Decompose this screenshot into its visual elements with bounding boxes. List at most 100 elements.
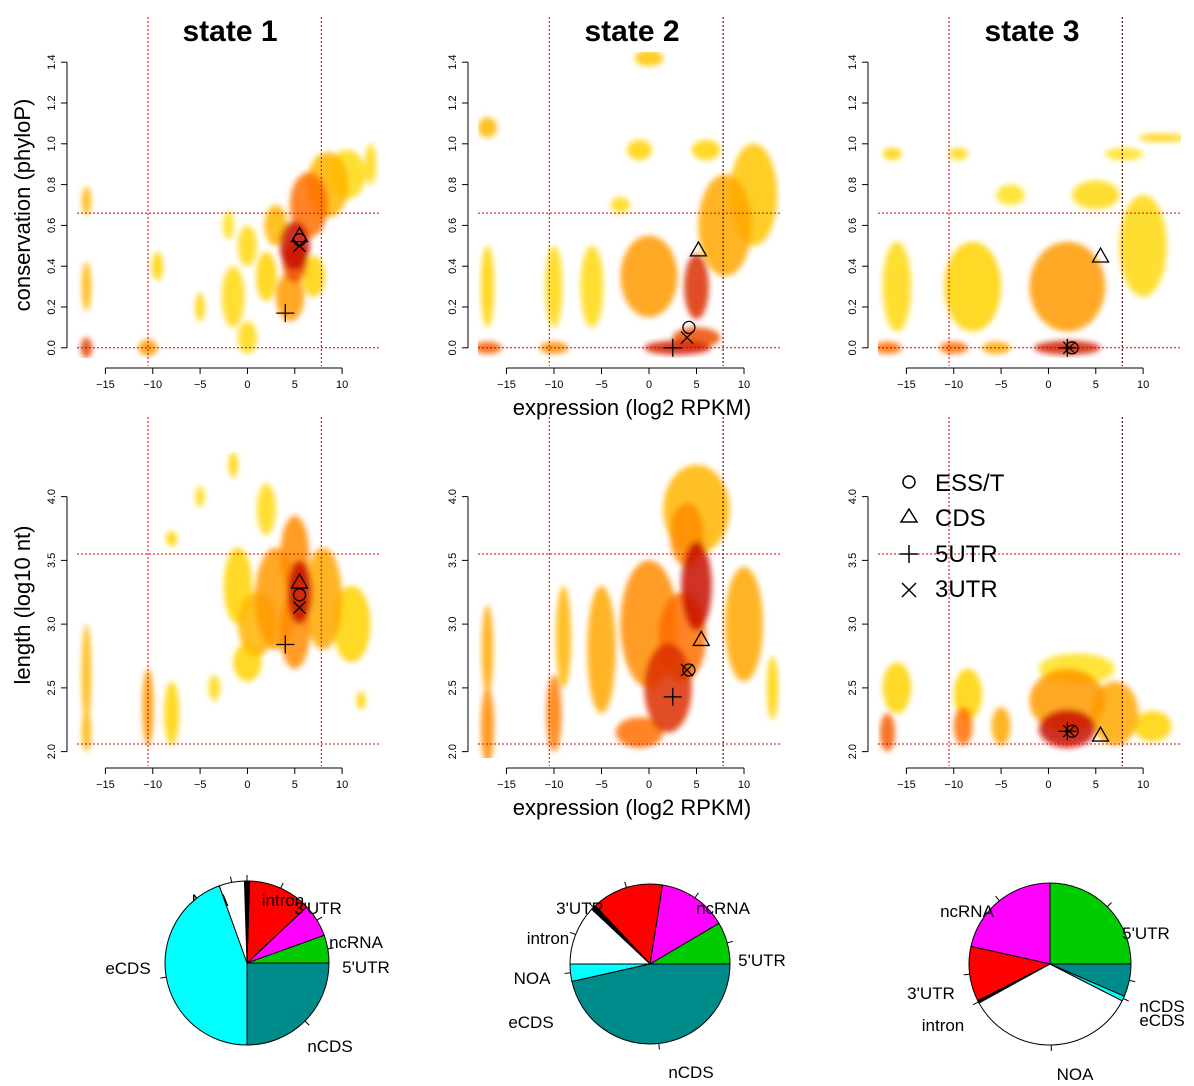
x-tick-label: 10 xyxy=(738,379,750,391)
pie-slice xyxy=(246,962,330,1046)
density-cell xyxy=(725,566,763,682)
legend-label-3utr: 3UTR xyxy=(935,576,998,603)
y-tick-label: 3.0 xyxy=(46,616,58,631)
y-tick-label: 0.2 xyxy=(447,299,459,314)
y-tick-label: 1.4 xyxy=(847,55,859,70)
median-marker-cds xyxy=(692,630,711,647)
density-cell xyxy=(545,245,563,328)
y-tick-label: 2.5 xyxy=(447,680,459,695)
x-tick-label: −10 xyxy=(944,779,963,791)
density-cell xyxy=(681,541,712,631)
density-cell xyxy=(166,531,178,547)
density-cell xyxy=(996,184,1025,205)
density-cell xyxy=(615,717,664,748)
y-axis-label-row-2: length (log10 nt) xyxy=(10,526,35,685)
density-cell xyxy=(882,241,912,332)
density-cell xyxy=(332,585,371,663)
density-cell xyxy=(221,266,245,328)
density-cell xyxy=(151,251,164,281)
density-cell xyxy=(228,452,238,478)
median-marker-3utr xyxy=(293,239,306,253)
density-cell xyxy=(611,196,630,214)
median-marker-cds xyxy=(1091,246,1110,263)
pie-leader-line xyxy=(1129,979,1136,983)
legend-symbol-plus xyxy=(900,545,918,563)
median-marker-5utr xyxy=(663,687,682,706)
density-layer xyxy=(478,52,778,355)
x-axis-label-row-1: expression (log2 RPKM) xyxy=(513,395,751,420)
pie-leader-line xyxy=(1123,998,1129,1002)
pie-slice xyxy=(649,884,720,965)
heatmap-panel: −15 −10 −5 0 5 10 0.0 0.2 0.4 0.6 0.8 1.0 1.2 1.4 xyxy=(847,17,1181,391)
density-cell xyxy=(481,605,494,695)
pie-slice xyxy=(978,963,1123,1046)
density-cell xyxy=(304,547,343,650)
x-tick-label: 5 xyxy=(693,379,699,391)
y-tick-label: 0.4 xyxy=(46,259,58,274)
pie-label: eCDS xyxy=(1139,1011,1184,1030)
x-tick-label: −10 xyxy=(545,379,564,391)
legend-label-ess: ESS/T xyxy=(935,470,1005,497)
y-tick-label: 0.6 xyxy=(847,218,859,233)
pie-label: ncRNA xyxy=(940,902,995,921)
y-tick-label: 4.0 xyxy=(46,489,58,504)
pie-label: 3'UTR xyxy=(907,984,955,1003)
y-tick-label: 0.2 xyxy=(847,299,859,314)
density-cell xyxy=(882,147,902,161)
y-tick-label: 4.0 xyxy=(447,489,459,504)
density-cell xyxy=(478,341,502,354)
x-tick-label: −10 xyxy=(143,779,162,791)
pie-label: eCDS xyxy=(105,959,150,978)
pie-leader-line xyxy=(280,882,284,889)
density-cell xyxy=(275,272,305,322)
pie-label: intron xyxy=(262,891,305,910)
x-tick-label: −15 xyxy=(96,379,115,391)
density-cell xyxy=(627,139,652,161)
median-marker-cds xyxy=(290,226,309,243)
pie-slice xyxy=(246,880,308,965)
pie-label: nCDS xyxy=(668,1063,713,1082)
y-tick-label: 1.0 xyxy=(847,136,859,151)
legend-symbol-triangle xyxy=(899,507,919,523)
pie-label: NOA xyxy=(514,969,552,988)
median-marker-3utr xyxy=(1062,724,1076,738)
density-cell xyxy=(698,174,752,277)
y-tick-label: 1.2 xyxy=(46,95,58,110)
y-tick-label: 2.5 xyxy=(46,680,58,695)
x-tick-label: 0 xyxy=(244,779,250,791)
density-cell xyxy=(949,147,968,161)
y-tick-label: 0.4 xyxy=(847,259,859,274)
density-cell xyxy=(644,643,692,733)
median-marker-cds xyxy=(1091,725,1110,742)
density-cell xyxy=(691,139,721,161)
y-tick-label: 0.4 xyxy=(447,259,459,274)
x-tick-label: −15 xyxy=(897,379,916,391)
y-tick-label: 3.0 xyxy=(847,616,859,631)
density-cell xyxy=(478,117,497,138)
legend-label-5utr: 5UTR xyxy=(935,541,998,568)
pie-leader-line xyxy=(230,876,233,883)
median-marker-5utr xyxy=(276,304,295,323)
pie-leader-line xyxy=(624,881,627,888)
column-title-1: state 1 xyxy=(182,15,277,48)
y-tick-label: 0.6 xyxy=(447,218,459,233)
median-marker-3utr xyxy=(680,663,694,677)
median-marker-ess-t xyxy=(682,320,696,335)
density-cell xyxy=(138,339,158,356)
x-tick-label: 5 xyxy=(292,779,298,791)
density-layer xyxy=(480,464,779,758)
pie-label: nCDS xyxy=(1139,997,1184,1016)
density-cell xyxy=(1072,180,1120,210)
density-cell xyxy=(195,292,205,322)
density-cell xyxy=(587,585,616,714)
y-tick-label: 1.2 xyxy=(447,95,459,110)
pie-leader-line xyxy=(694,892,699,899)
x-tick-label: 0 xyxy=(1045,379,1051,391)
density-cell xyxy=(1119,194,1167,297)
density-cell xyxy=(766,656,779,720)
median-marker-3utr xyxy=(293,601,306,615)
x-tick-label: 0 xyxy=(646,779,652,791)
x-tick-label: 10 xyxy=(336,379,348,391)
median-marker-ess-t xyxy=(682,663,696,677)
